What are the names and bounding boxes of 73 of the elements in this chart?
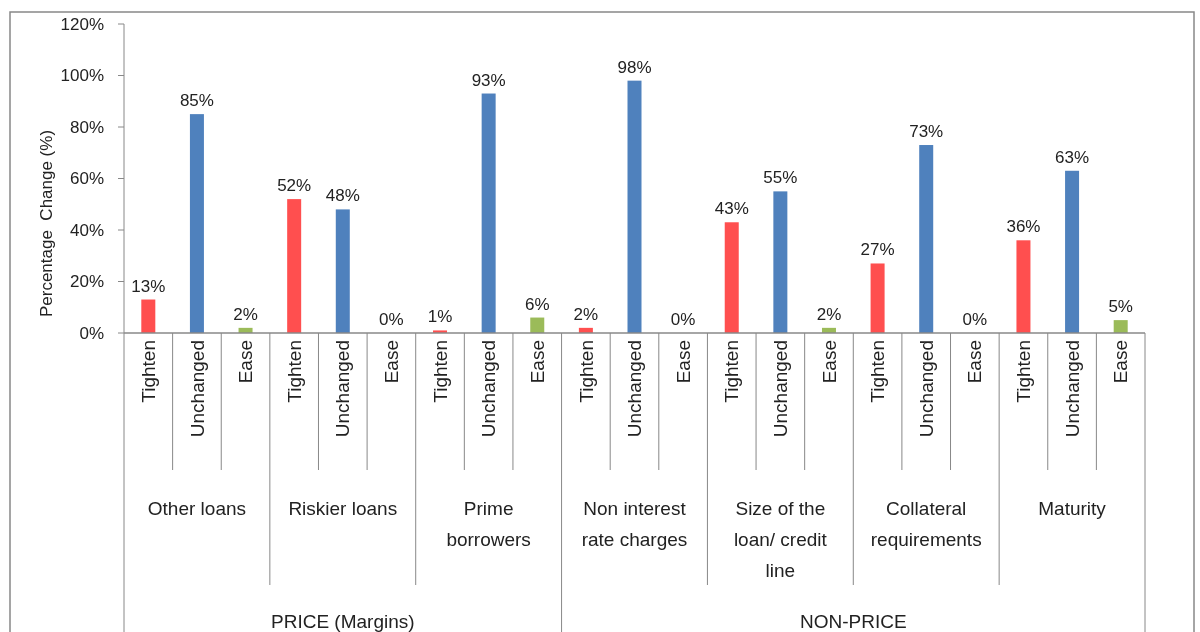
y-tick-label: 120% <box>60 14 104 34</box>
y-tick-label: 80% <box>69 117 104 137</box>
x-tick-label: Tighten <box>721 340 743 403</box>
data-label: 27% <box>860 240 895 260</box>
x-tick-label: Ease <box>818 340 840 384</box>
text: Prime borrowers <box>446 498 531 550</box>
x-tick-label: Ease <box>1110 340 1132 384</box>
data-label: 6% <box>524 294 550 314</box>
text: Size of the loan/ credit line <box>733 498 828 581</box>
bar <box>1113 320 1128 333</box>
x-tick-label: Ease <box>526 340 548 384</box>
text: Riskier loans <box>288 498 398 519</box>
bar <box>189 114 204 333</box>
y-tick-label: 100% <box>60 66 104 86</box>
data-label: 0% <box>379 310 404 329</box>
data-label: 5% <box>1108 297 1133 317</box>
x-tick-label: Unchanged <box>770 340 792 438</box>
text: PRICE (Margins) <box>271 611 415 632</box>
data-label: 52% <box>277 176 312 196</box>
bar <box>919 145 934 333</box>
data-label: 98% <box>617 57 652 77</box>
y-tick-label: 20% <box>69 272 104 292</box>
data-label: 2% <box>573 304 599 324</box>
bar <box>870 263 885 333</box>
data-label: 13% <box>131 276 166 296</box>
x-tick-label: Tighten <box>283 340 305 403</box>
x-tick-label: Unchanged <box>915 340 937 438</box>
y-tick-label: 60% <box>69 169 104 189</box>
text: Maturity <box>1038 498 1107 519</box>
bar <box>1016 240 1031 333</box>
x-tick-label: Tighten <box>429 340 451 403</box>
x-tick-label: Tighten <box>137 340 159 403</box>
data-label: 55% <box>763 168 798 188</box>
x-tick-label: Tighten <box>1013 340 1035 403</box>
x-tick-label: Unchanged <box>478 340 500 438</box>
bar <box>481 93 496 333</box>
x-tick-label: Ease <box>672 340 694 384</box>
data-label: 2% <box>233 304 258 324</box>
bar <box>287 199 302 333</box>
bar <box>773 191 788 333</box>
bar <box>724 222 739 333</box>
x-tick-label: Unchanged <box>332 340 354 438</box>
y-axis-title: Percentage Change (%) <box>37 129 56 318</box>
data-label: 0% <box>962 310 988 329</box>
bar <box>335 209 350 333</box>
data-label: 2% <box>816 304 842 324</box>
y-tick-label: 0% <box>79 323 104 343</box>
data-label: 43% <box>714 199 749 219</box>
data-label: 1% <box>427 307 453 327</box>
text: Other loans <box>147 498 247 519</box>
x-tick-label: Ease <box>381 340 403 384</box>
data-label: 93% <box>471 70 506 90</box>
data-label: 48% <box>325 186 360 206</box>
bar <box>530 317 545 333</box>
data-label: 36% <box>1006 217 1041 237</box>
x-tick-label: Ease <box>964 340 986 384</box>
text: NON-PRICE <box>799 611 907 632</box>
x-tick-label: Tighten <box>867 340 889 403</box>
text: Non interest rate charges <box>581 498 688 550</box>
x-tick-label: Tighten <box>575 340 597 403</box>
bar <box>1065 170 1080 333</box>
data-label: 85% <box>179 91 214 111</box>
x-tick-label: Unchanged <box>186 340 208 438</box>
x-tick-label: Unchanged <box>624 340 646 438</box>
x-tick-label: Ease <box>235 340 257 384</box>
x-tick-label: Unchanged <box>1061 340 1083 438</box>
bar <box>627 80 642 333</box>
y-tick-label: 40% <box>69 220 104 240</box>
data-label: 73% <box>909 122 944 142</box>
bar <box>141 299 156 333</box>
data-label: 63% <box>1055 147 1090 167</box>
data-label: 0% <box>670 310 696 329</box>
text: Collateral requirements <box>870 498 982 550</box>
